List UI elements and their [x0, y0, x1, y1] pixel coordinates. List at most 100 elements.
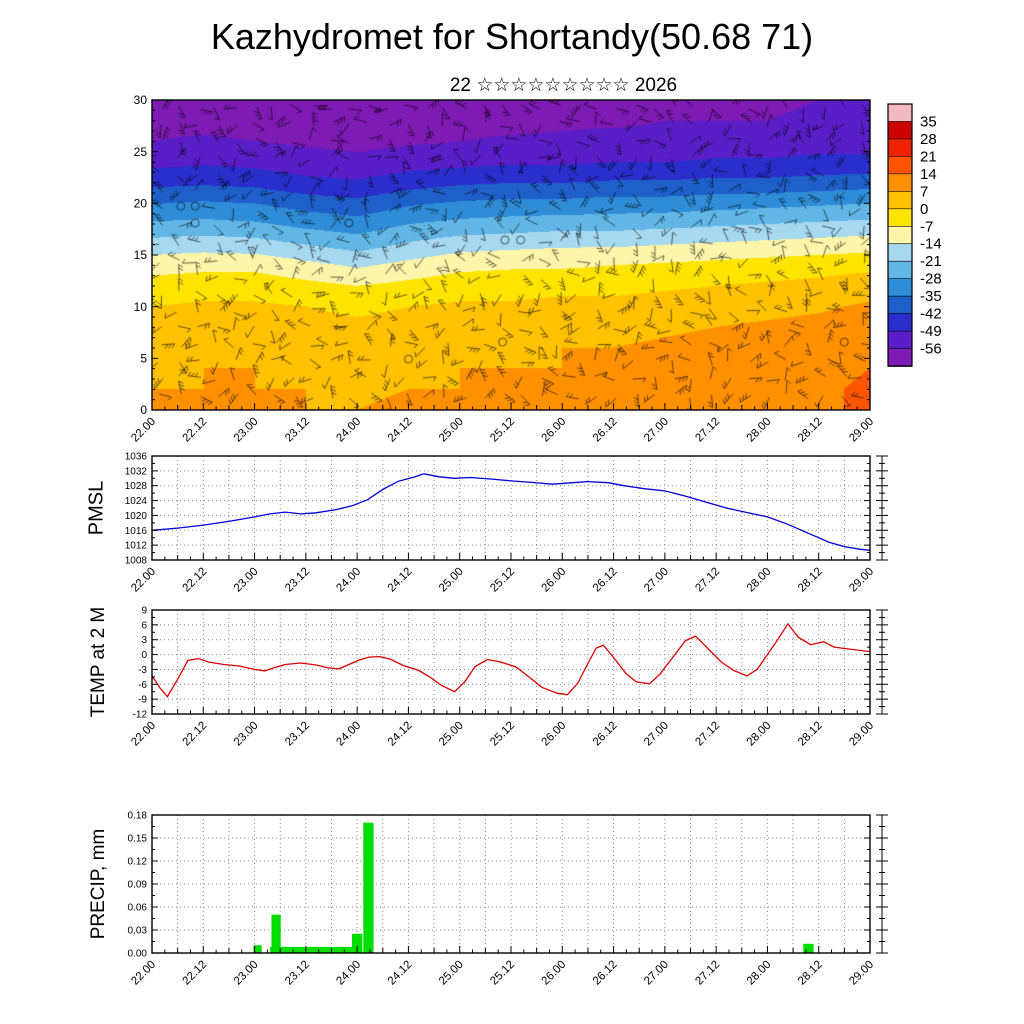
svg-text:25.00: 25.00: [437, 566, 466, 595]
svg-text:1008: 1008: [125, 556, 148, 567]
svg-text:26.12: 26.12: [591, 959, 620, 988]
svg-text:1020: 1020: [125, 511, 148, 522]
svg-text:21: 21: [920, 148, 937, 165]
svg-text:-7: -7: [920, 218, 933, 235]
svg-text:-35: -35: [920, 288, 942, 305]
svg-text:0.09: 0.09: [128, 880, 148, 891]
svg-text:26.12: 26.12: [591, 720, 620, 749]
panel-border: [151, 99, 871, 411]
svg-text:-49: -49: [920, 323, 942, 340]
date-subtitle: 22 ☆☆☆☆☆☆☆☆☆ 2026: [449, 75, 678, 96]
svg-text:-14: -14: [920, 236, 942, 253]
svg-text:25.12: 25.12: [488, 720, 517, 749]
svg-text:29.00: 29.00: [847, 720, 876, 749]
svg-text:26.00: 26.00: [540, 959, 569, 988]
svg-text:23.12: 23.12: [283, 416, 312, 445]
svg-text:0.12: 0.12: [128, 857, 148, 868]
svg-text:29.00: 29.00: [847, 416, 876, 445]
svg-text:26.00: 26.00: [540, 566, 569, 595]
svg-text:6: 6: [141, 620, 147, 631]
y-ticks: [152, 814, 870, 954]
svg-text:28.00: 28.00: [745, 959, 774, 988]
svg-text:28.00: 28.00: [745, 416, 774, 445]
svg-text:26.00: 26.00: [540, 720, 569, 749]
x-axis-labels: 22.00 22.12 23.00 23.12 24.00 24.12 25.00 25.12…: [129, 416, 876, 445]
svg-text:28.12: 28.12: [796, 959, 825, 988]
svg-text:25.12: 25.12: [488, 959, 517, 988]
precip-bars: [253, 822, 814, 953]
y-tick-labels: 1008 1012 1016 1020 1024 1028 1032 1036: [125, 452, 148, 567]
svg-text:0.00: 0.00: [128, 949, 148, 960]
svg-text:28.12: 28.12: [796, 566, 825, 595]
svg-text:22.00: 22.00: [129, 566, 158, 595]
svg-text:0.06: 0.06: [128, 903, 148, 914]
svg-text:27.12: 27.12: [693, 959, 722, 988]
svg-text:27.12: 27.12: [693, 720, 722, 749]
svg-text:25: 25: [134, 145, 148, 159]
svg-text:27.00: 27.00: [642, 566, 671, 595]
right-mini-axis: [876, 455, 888, 561]
svg-text:0: 0: [141, 650, 147, 661]
svg-text:27.12: 27.12: [693, 416, 722, 445]
svg-text:1028: 1028: [125, 481, 148, 492]
svg-text:1036: 1036: [125, 452, 148, 463]
x-ticks: [151, 946, 871, 953]
svg-text:29.00: 29.00: [847, 566, 876, 595]
svg-text:1032: 1032: [125, 466, 148, 477]
right-mini-axis: [876, 814, 888, 954]
svg-text:20: 20: [134, 197, 148, 211]
svg-text:23.12: 23.12: [283, 566, 312, 595]
svg-text:23.12: 23.12: [283, 959, 312, 988]
svg-text:35: 35: [920, 113, 937, 130]
svg-text:28.12: 28.12: [796, 720, 825, 749]
svg-text:23.00: 23.00: [232, 720, 261, 749]
gridlines: [152, 610, 870, 714]
svg-text:25.12: 25.12: [488, 416, 517, 445]
svg-text:22.00: 22.00: [129, 959, 158, 988]
svg-text:28.00: 28.00: [745, 720, 774, 749]
svg-text:23.00: 23.00: [232, 566, 261, 595]
svg-text:25.00: 25.00: [437, 720, 466, 749]
svg-text:22.12: 22.12: [181, 959, 210, 988]
svg-text:28.00: 28.00: [745, 566, 774, 595]
svg-text:28.12: 28.12: [796, 416, 825, 445]
svg-text:1012: 1012: [125, 541, 148, 552]
svg-text:-42: -42: [920, 306, 942, 323]
svg-text:-9: -9: [138, 695, 147, 706]
svg-text:23.00: 23.00: [232, 959, 261, 988]
panel-3: 0.00 0.03 0.06 0.09 0.12 0.15 0.18 22.00 22.12 23…: [128, 811, 888, 988]
y-ticks: [152, 99, 870, 411]
svg-text:15: 15: [134, 248, 148, 262]
svg-text:-21: -21: [920, 253, 942, 270]
gridlines: [152, 456, 870, 560]
svg-text:0: 0: [920, 201, 928, 218]
svg-text:22.12: 22.12: [181, 720, 210, 749]
svg-text:24.12: 24.12: [386, 720, 415, 749]
svg-text:-28: -28: [920, 271, 942, 288]
svg-text:23.00: 23.00: [232, 416, 261, 445]
right-mini-axis: [876, 609, 888, 715]
panel-1: 1008 1012 1016 1020 1024 1028 1032 1036 22.00 22.…: [125, 452, 888, 595]
svg-text:30: 30: [134, 93, 148, 107]
svg-text:14: 14: [920, 166, 937, 183]
y-ticks: [152, 455, 870, 561]
svg-text:24.12: 24.12: [386, 566, 415, 595]
svg-text:25.12: 25.12: [488, 566, 517, 595]
svg-text:1024: 1024: [125, 496, 148, 507]
y-tick-labels: 0 5 10 15 20 25 30: [134, 93, 148, 417]
svg-text:24.00: 24.00: [334, 720, 363, 749]
svg-text:22.00: 22.00: [129, 720, 158, 749]
wind-temperature-panel: [152, 100, 870, 410]
svg-text:22.12: 22.12: [181, 416, 210, 445]
svg-text:1016: 1016: [125, 526, 148, 537]
svg-text:-56: -56: [920, 341, 942, 358]
svg-text:23.12: 23.12: [283, 720, 312, 749]
svg-text:26.12: 26.12: [591, 566, 620, 595]
svg-text:24.12: 24.12: [386, 959, 415, 988]
svg-text:22.00: 22.00: [129, 416, 158, 445]
svg-text:22.12: 22.12: [181, 566, 210, 595]
